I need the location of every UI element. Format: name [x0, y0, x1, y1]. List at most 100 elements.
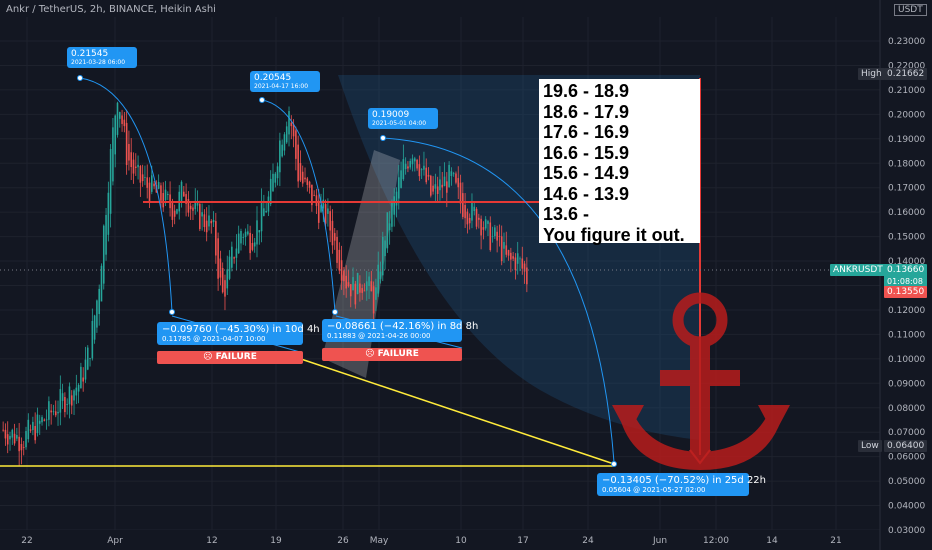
candle-body [107, 192, 110, 235]
candle-body [11, 429, 14, 438]
candle-body [258, 230, 261, 233]
measure-detail: 0.11785 @ 2021-04-07 10:00 [162, 335, 266, 343]
candle-body [450, 171, 453, 177]
candle-body [448, 164, 450, 188]
candle-body [215, 221, 217, 256]
measure-change: −0.13405 (−70.52%) in 25d 22h [602, 475, 767, 486]
candle-body [217, 238, 219, 279]
time-tick-label: 22 [21, 536, 32, 546]
candle-body [377, 264, 380, 294]
candle-body [237, 233, 240, 254]
price-tick-label: 0.04000 [888, 502, 925, 512]
candle-body [160, 185, 162, 201]
price-tick-label: 0.14000 [888, 257, 925, 267]
measure-arc-2 [261, 99, 336, 313]
candle-body [256, 220, 258, 245]
candle-body [121, 115, 123, 124]
candle-body [157, 181, 160, 189]
candle-body [4, 429, 7, 439]
candle-body [153, 183, 155, 187]
annotation-line: 16.6 - 15.9 [543, 142, 630, 163]
annotation-line: 14.6 - 13.9 [543, 183, 630, 204]
candle-body [354, 283, 357, 305]
candle-body [2, 429, 4, 431]
candle-body [340, 260, 343, 281]
candle-body [468, 217, 471, 224]
candle-body [388, 223, 391, 231]
annotation-line: 15.6 - 14.9 [543, 163, 630, 183]
candle-body [274, 173, 277, 183]
candle-body [226, 269, 229, 289]
candle-body [105, 214, 107, 255]
measure-arc-1 [79, 77, 173, 313]
high-label: High [858, 68, 885, 80]
time-tick-label: Jun [652, 536, 667, 546]
candle-body [464, 205, 466, 219]
pivot-marker [169, 309, 175, 315]
candle-body [295, 130, 297, 159]
candle-body [208, 215, 210, 227]
candle-body [400, 170, 402, 188]
candle-body [194, 202, 197, 210]
candle-body [125, 122, 128, 166]
peak-callout-3[interactable]: 0.19009 2021-05-01 04:00 [368, 108, 438, 129]
peak-callout-1[interactable]: 0.21545 2021-03-28 06:00 [67, 47, 137, 68]
candle-body [500, 236, 503, 262]
time-axis[interactable]: 22 Apr 12 19 26 May 10 17 24 Jun 12:00 14 21 [21, 536, 841, 546]
candle-body [391, 202, 393, 227]
candle-body [347, 282, 350, 287]
pivot-marker [611, 461, 617, 467]
currency-unit[interactable]: USDT [894, 4, 927, 16]
candle-body [526, 267, 528, 285]
candle-body [425, 167, 428, 183]
text-annotation[interactable]: 19.6 - 18.9 18.6 - 17.9 17.6 - 16.9 16.6… [539, 79, 700, 245]
time-tick-label: 10 [455, 536, 467, 546]
candle-body [18, 436, 20, 452]
candle-body [57, 411, 59, 414]
candle-body [436, 186, 439, 195]
candle-body [84, 359, 87, 380]
candle-body [25, 431, 27, 448]
candle-body [27, 419, 30, 440]
peak-date: 2021-03-28 06:00 [71, 59, 126, 66]
annotation-line: You figure it out. [543, 224, 685, 245]
candle-body [402, 159, 405, 180]
time-tick-label: 14 [766, 536, 778, 546]
time-tick-label: 12 [206, 536, 217, 546]
price-tick-label: 0.17000 [888, 184, 925, 194]
price-tick-label: 0.10000 [888, 355, 925, 365]
high-value: 0.21662 [884, 68, 928, 80]
measure-callout-1[interactable]: −0.09760 (−45.30%) in 10d 4h 0.11785 @ 2… [157, 322, 320, 345]
candle-body [66, 404, 68, 405]
peak-value: 0.21545 [71, 49, 109, 59]
candle-body [324, 204, 327, 224]
candle-body [336, 236, 338, 263]
candle-body [455, 173, 457, 183]
annotation-line: 19.6 - 18.9 [543, 81, 630, 101]
price-tick-label: 0.18000 [888, 159, 925, 169]
candle-body [368, 276, 370, 286]
candle-body [413, 158, 416, 162]
measure-callout-3[interactable]: −0.13405 (−70.52%) in 25d 22h 0.05604 @ … [597, 473, 767, 496]
candle-body [192, 207, 194, 211]
time-tick-label: 26 [337, 536, 349, 546]
candle-body [38, 420, 41, 424]
price-tick-label: 0.15000 [888, 233, 925, 243]
candle-body [75, 387, 78, 396]
peak-callout-2[interactable]: 0.20545 2021-04-17 16:00 [250, 71, 320, 92]
candle-body [29, 429, 32, 431]
candle-body [471, 201, 473, 221]
trend-line-diagonal [297, 357, 615, 465]
candle-body [43, 419, 46, 421]
candle-body [430, 175, 432, 196]
candle-body [70, 395, 73, 406]
candle-body [370, 281, 373, 292]
measure-callout-2[interactable]: −0.08661 (−42.16%) in 8d 8h 0.11883 @ 20… [322, 319, 478, 342]
candle-body [384, 240, 386, 257]
candle-body [34, 425, 36, 441]
candle-body [130, 152, 133, 168]
candle-body [315, 195, 318, 206]
candle-body [482, 227, 485, 230]
candle-body [139, 166, 142, 183]
